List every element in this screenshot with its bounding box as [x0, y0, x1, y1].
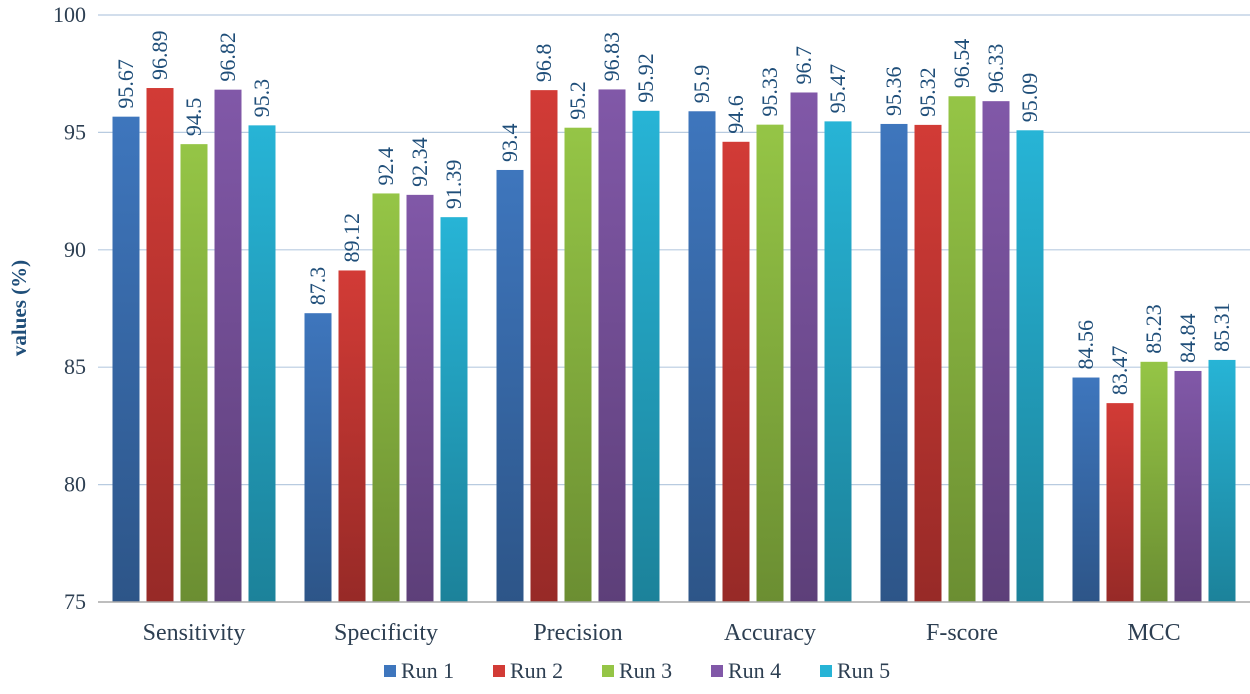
data-label: 95.33 — [757, 67, 782, 117]
bar — [1106, 403, 1134, 602]
data-label: 83.47 — [1107, 346, 1132, 396]
legend-label: Run 5 — [837, 658, 890, 683]
grid-lines — [98, 14, 1250, 486]
legend: Run 1 Run 2 Run 3 Run 4 Run 5 — [384, 658, 890, 683]
data-label: 95.47 — [825, 64, 850, 114]
data-label: 95.36 — [881, 66, 906, 116]
x-category-label: Accuracy — [724, 620, 816, 646]
bar — [824, 121, 852, 602]
data-label: 96.54 — [949, 39, 974, 89]
data-label: 95.09 — [1017, 73, 1042, 123]
bar — [146, 88, 174, 602]
x-category-label: Sensitivity — [143, 620, 246, 646]
bar — [598, 89, 626, 603]
legend-label: Run 2 — [510, 658, 563, 683]
data-label: 93.4 — [497, 123, 522, 162]
bars — [112, 88, 1236, 603]
data-label: 95.3 — [249, 79, 274, 118]
legend-swatch — [384, 665, 396, 677]
bar — [496, 169, 524, 602]
bar — [1208, 359, 1236, 602]
y-axis-label: values (%) — [7, 260, 31, 356]
bar — [248, 125, 276, 602]
bar — [530, 90, 558, 603]
data-labels: 95.67 96.89 94.5 96.82 95.3 87.3 89.12 92.4 92.3… — [113, 31, 1234, 396]
legend-label: Run 4 — [728, 658, 781, 683]
data-label: 84.56 — [1073, 320, 1098, 370]
bar — [372, 193, 400, 602]
data-label: 91.39 — [441, 160, 466, 210]
data-label: 87.3 — [305, 267, 330, 306]
y-tick-label: 90 — [64, 237, 86, 262]
x-category-label: Precision — [533, 620, 622, 646]
bar — [1016, 130, 1044, 602]
bar — [406, 194, 434, 602]
bar — [180, 144, 208, 602]
y-axis-ticks: 75 80 85 90 95 100 — [53, 2, 86, 614]
y-tick-label: 75 — [64, 589, 86, 614]
x-category-label: Specificity — [334, 620, 438, 646]
data-label: 92.34 — [407, 137, 432, 187]
y-tick-label: 80 — [64, 472, 86, 497]
bar — [1072, 377, 1100, 602]
data-label: 94.5 — [181, 98, 206, 137]
bar — [632, 110, 660, 602]
data-label: 84.84 — [1175, 313, 1200, 363]
bar — [948, 96, 976, 603]
bar — [914, 124, 942, 602]
bar — [440, 217, 468, 603]
data-label: 96.33 — [983, 44, 1008, 94]
data-label: 96.82 — [215, 32, 240, 82]
data-label: 96.8 — [531, 44, 556, 83]
legend-label: Run 3 — [619, 658, 672, 683]
bar — [338, 270, 366, 602]
x-category-label: F-score — [926, 620, 998, 646]
data-label: 95.32 — [915, 67, 940, 117]
bar — [790, 92, 818, 602]
legend-swatch — [602, 665, 614, 677]
bar — [564, 127, 592, 602]
data-label: 94.6 — [723, 95, 748, 134]
y-tick-label: 85 — [64, 354, 86, 379]
data-label: 95.9 — [689, 65, 714, 104]
bar — [1174, 370, 1202, 602]
data-label: 92.4 — [373, 147, 398, 186]
bar — [1140, 361, 1168, 602]
x-category-label: MCC — [1127, 620, 1180, 646]
bar — [112, 116, 140, 603]
legend-label: Run 1 — [401, 658, 454, 683]
legend-swatch — [493, 665, 505, 677]
bar — [982, 101, 1010, 602]
legend-swatch — [711, 665, 723, 677]
data-label: 95.92 — [633, 53, 658, 103]
data-label: 96.83 — [599, 32, 624, 82]
data-label: 95.2 — [565, 81, 590, 120]
data-label: 96.89 — [147, 31, 172, 81]
bar — [722, 141, 750, 603]
data-label: 96.7 — [791, 46, 816, 85]
y-tick-label: 95 — [64, 119, 86, 144]
x-axis-categories: Sensitivity Specificity Precision Accuracy F… — [143, 620, 1181, 646]
bar — [756, 124, 784, 602]
data-label: 85.23 — [1141, 304, 1166, 354]
bar — [880, 123, 908, 602]
data-label: 85.31 — [1209, 302, 1234, 352]
bar — [304, 313, 332, 602]
data-label: 89.12 — [339, 213, 364, 263]
data-label: 95.67 — [113, 59, 138, 109]
bar — [214, 89, 242, 603]
legend-swatch — [820, 665, 832, 677]
y-tick-label: 100 — [53, 2, 86, 27]
bar — [688, 111, 716, 602]
